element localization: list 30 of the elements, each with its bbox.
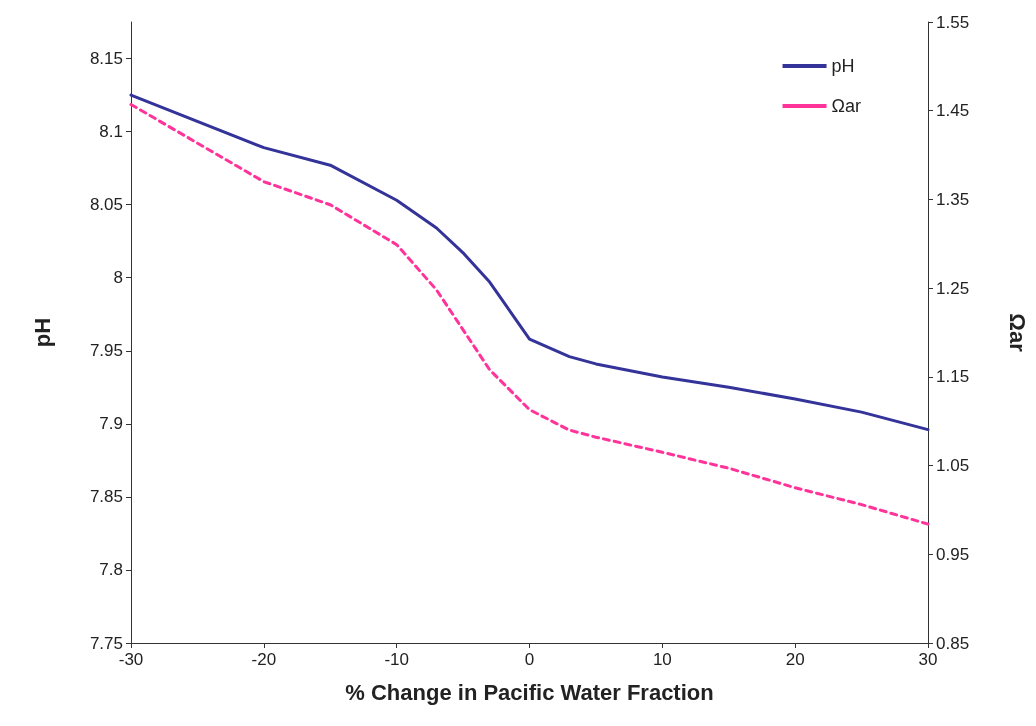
legend-label: Ωar xyxy=(831,96,862,116)
x-tick-label: -20 xyxy=(251,650,277,669)
x-tick-label: 10 xyxy=(652,650,672,669)
x-tick-label: 20 xyxy=(785,650,805,669)
y2-tick-label: 0.85 xyxy=(936,633,970,653)
line-series xyxy=(129,93,930,432)
y-tick-label: 7.75 xyxy=(89,633,123,653)
y2-tick-label: 1.15 xyxy=(936,367,970,387)
y2-tick-label: 1.55 xyxy=(936,12,970,32)
x-tick-label: -10 xyxy=(384,650,409,669)
x-tick-label: -30 xyxy=(118,650,144,669)
y-tick-label: 8 xyxy=(113,268,123,288)
y2-tick-label: 1.25 xyxy=(936,278,970,298)
y2-tick-label: 1.35 xyxy=(936,189,970,209)
y-tick-label: 8.15 xyxy=(89,49,123,69)
y-tick-label: 8.1 xyxy=(99,122,123,142)
x-tick-label: 30 xyxy=(918,650,938,669)
y2-tick-label: 1.45 xyxy=(936,101,970,121)
y2-axis-title: Ωar xyxy=(1004,313,1030,353)
y-tick-label: 7.85 xyxy=(89,487,123,507)
x-axis-title: % Change in Pacific Water Fraction xyxy=(345,679,714,705)
x-tick-label: 0 xyxy=(524,650,535,669)
y2-tick-label: 0.95 xyxy=(936,544,970,564)
legend-label: pH xyxy=(831,56,855,76)
y-tick-label: 7.95 xyxy=(89,341,123,361)
y-tick-label: 8.05 xyxy=(89,195,123,215)
y-axis-title: pH xyxy=(29,317,55,348)
y-tick-label: 7.9 xyxy=(99,414,123,434)
y-tick-label: 7.8 xyxy=(99,560,123,580)
y2-tick-label: 1.05 xyxy=(936,456,970,476)
